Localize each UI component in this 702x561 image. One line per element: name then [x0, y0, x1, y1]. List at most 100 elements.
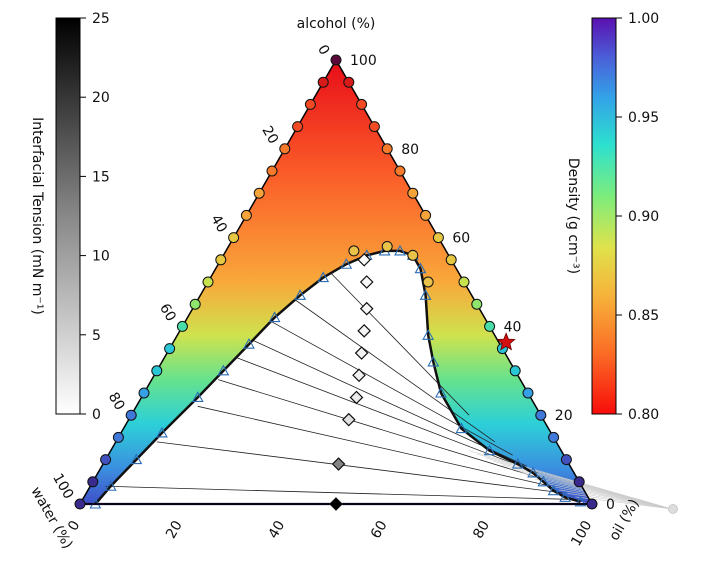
- tie-line-midpoint-diamond: [341, 412, 356, 427]
- alcohol-tick-label: 100: [49, 471, 76, 502]
- binodal-triangle-marker: [294, 289, 307, 300]
- oil-edge-point: [420, 209, 432, 221]
- water-edge-point: [138, 387, 150, 399]
- density-colorbar: 0.80 0.85 0.90 0.95 1.00 Density (g cm⁻³): [565, 11, 659, 423]
- tension-tick-label: 0: [92, 407, 101, 423]
- water-edge-point: [292, 121, 304, 133]
- tie-line: [330, 272, 470, 416]
- oil-tick-label: 60: [452, 231, 470, 247]
- density-colorbar-ticks: 0.80 0.85 0.90 0.95 1.00: [616, 11, 659, 423]
- binodal-triangle-marker: [414, 262, 427, 274]
- density-tick-label: 0.95: [628, 110, 659, 126]
- oil-edge-point: [381, 143, 393, 155]
- extra-tie-line: [559, 489, 673, 510]
- tension-colorbar-label: Interfacial Tension (mN m⁻¹): [29, 117, 45, 315]
- oil-edge-point: [535, 409, 547, 421]
- binodal-triangle-marker: [435, 386, 447, 398]
- binodal-triangle-marker: [419, 289, 432, 300]
- oil-edge-point: [368, 121, 380, 133]
- tie-line-midpoint-diamond: [354, 346, 369, 360]
- binodal-triangle-marker: [155, 426, 168, 438]
- alcohol-tick-label: 20: [258, 123, 281, 146]
- tie-line-midpoint-diamond: [357, 323, 372, 338]
- extra-tie-line: [567, 493, 673, 510]
- alcohol-tick-label: 60: [156, 301, 179, 324]
- tie-line-midpoint-diamond: [359, 275, 374, 289]
- off-axis-point: [668, 504, 678, 514]
- oil-edge-point: [394, 165, 406, 177]
- oil-edge-point: [560, 454, 572, 466]
- density-tick-label: 1.00: [628, 11, 659, 27]
- binodal-triangle-marker: [394, 244, 406, 256]
- oil-edge-point: [343, 76, 355, 88]
- water-tick-label: 20: [163, 518, 186, 541]
- special-points: [496, 332, 516, 351]
- oil-tick-label: 80: [401, 142, 419, 158]
- binodal-circle-point: [407, 249, 419, 261]
- oil-edge-point: [445, 254, 457, 266]
- extra-tie-line: [550, 485, 673, 510]
- density-tick-label: 0.90: [628, 209, 659, 225]
- tension-tick-label: 25: [92, 11, 110, 27]
- water-edge-point: [100, 454, 112, 466]
- water-tick-label: 80: [470, 518, 493, 541]
- tie-line: [236, 357, 539, 474]
- oil-edge-point: [573, 476, 585, 488]
- extra-tie-line: [534, 478, 673, 510]
- water-edge-point: [74, 498, 86, 510]
- binodal-triangle-marker: [427, 355, 440, 367]
- water-edge-point: [253, 187, 265, 199]
- tie-line-midpoint-diamond: [357, 252, 372, 267]
- water-edge-point: [330, 54, 342, 66]
- oil-edge-point: [484, 320, 496, 332]
- water-tick-label: 40: [265, 518, 288, 541]
- binodal-triangle-marker: [191, 391, 204, 402]
- oil-tick-label: 0: [606, 497, 615, 513]
- water-edge-point: [240, 209, 252, 221]
- tension-tick-label: 15: [92, 169, 110, 185]
- water-edge-point: [125, 409, 137, 421]
- binodal-circle-point: [348, 245, 360, 257]
- oil-edge-point: [509, 365, 521, 377]
- density-tick-label: 0.80: [628, 407, 659, 423]
- density-tick-label: 0.85: [628, 308, 659, 324]
- density-field: [80, 60, 592, 504]
- axis-ticks: 0 20 40 60 80 100 100 80 60 40 20 0 0 20 40 60 80 100: [49, 42, 615, 549]
- tie-line: [271, 321, 513, 456]
- tie-line-midpoints: [329, 252, 374, 511]
- alcohol-tick-label: 80: [105, 390, 128, 413]
- density-colorbar-label: Density (g cm⁻³): [565, 158, 581, 274]
- oil-edge-point: [458, 276, 470, 288]
- binodal-triangle-marker: [547, 484, 560, 496]
- extra-tie-line: [542, 482, 673, 510]
- water-edge-point: [266, 165, 278, 177]
- tension-colorbar: 0 5 10 15 20 25 Interfacial Tension (mN m⁻¹): [29, 11, 110, 423]
- oil-edge-point: [548, 431, 560, 443]
- oil-edge-point: [522, 387, 534, 399]
- oil-tick-label: 40: [504, 319, 522, 335]
- water-edge-point: [202, 276, 214, 288]
- binodal-triangle-marker: [574, 495, 587, 507]
- tie-line: [105, 485, 577, 500]
- alcohol-axis-label: alcohol (%): [297, 16, 376, 32]
- binodal-triangle-marker: [422, 329, 435, 340]
- binodal-triangle-marker: [511, 457, 524, 469]
- binodal-triangle-marker: [483, 444, 496, 456]
- tie-line: [156, 441, 563, 494]
- binodal-triangle-marker: [537, 475, 550, 487]
- water-edge-point: [317, 76, 329, 88]
- edge-markers: [74, 54, 598, 510]
- binodal-triangle-marker: [268, 311, 281, 323]
- water-edge-point: [87, 476, 99, 488]
- oil-tick-label: 100: [350, 53, 377, 69]
- tension-tick-label: 10: [92, 249, 110, 265]
- binodal-triangle-marker: [455, 422, 468, 434]
- binodal-triangle-marker: [104, 480, 117, 491]
- water-edge-point: [112, 431, 124, 443]
- tension-colorbar-ticks: 0 5 10 15 20 25: [80, 11, 110, 423]
- binodal-triangle-marker: [130, 453, 143, 465]
- tension-tick-label: 5: [92, 328, 101, 344]
- tie-line: [218, 379, 545, 480]
- tie-line: [294, 299, 495, 443]
